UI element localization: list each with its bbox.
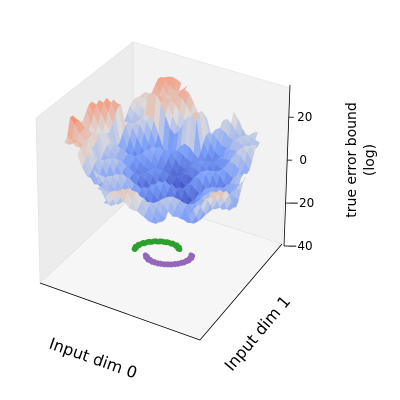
z-axis-label-line2: (log) — [362, 144, 378, 176]
error-bound-surface — [64, 76, 260, 224]
z-axis-label-line1: true error bound — [344, 102, 360, 218]
x-axis-line — [39, 282, 201, 341]
surface-facet — [193, 204, 202, 217]
y-axis-label: Input dim 1 — [221, 292, 295, 375]
z-tick-label: 20 — [297, 110, 312, 124]
z-tick-label: −20 — [289, 196, 314, 210]
surface-facet — [172, 210, 180, 219]
surface-facet — [150, 216, 159, 224]
surface-facet — [216, 189, 225, 200]
surface-facet — [209, 192, 218, 201]
scatter-point — [175, 246, 181, 252]
surface-facet — [143, 212, 152, 223]
surface-facet — [136, 205, 145, 218]
surface-facet — [157, 214, 166, 223]
x-axis — [39, 282, 201, 341]
z-axis-line — [283, 84, 291, 247]
z-axis: 20 0 −20 −40 — [283, 84, 314, 253]
z-tick-label: 0 — [299, 153, 307, 167]
y-axis-line — [199, 243, 283, 341]
input-scatter — [131, 238, 196, 268]
z-tick-label: −40 — [287, 239, 312, 253]
scatter-point — [142, 252, 148, 258]
x-axis-label: Input dim 0 — [47, 334, 140, 383]
y-axis — [199, 243, 283, 341]
surface-facet — [129, 201, 138, 211]
